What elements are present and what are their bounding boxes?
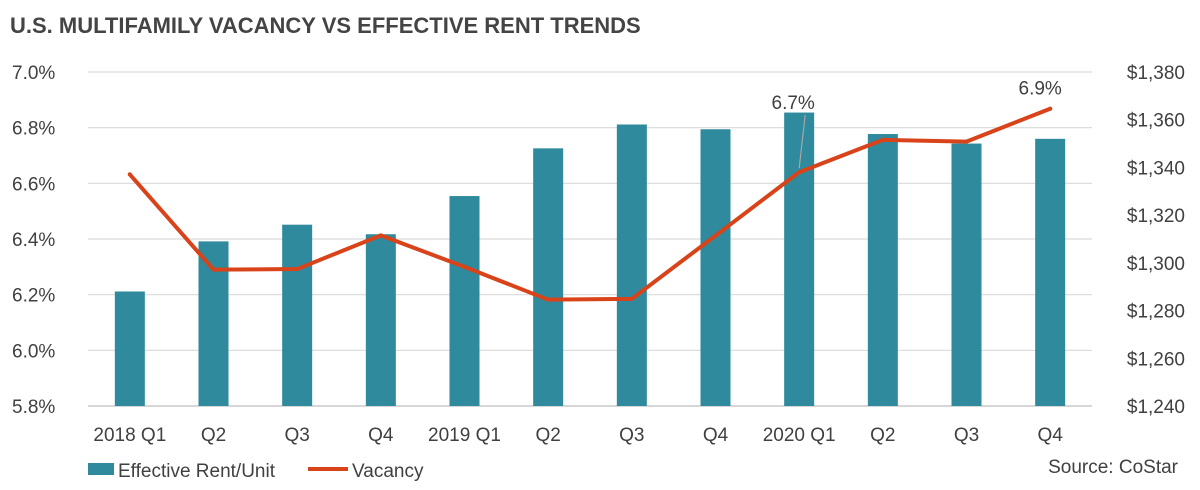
x-tick-label: 2020 Q1	[763, 425, 836, 446]
vacancy-line	[127, 106, 1053, 302]
right-tick-label: $1,380	[1127, 63, 1185, 84]
bar-effective-rent	[700, 129, 731, 406]
vacancy-point	[378, 233, 383, 238]
source-note: Source: CoStar	[1048, 457, 1179, 478]
right-tick-label: $1,340	[1127, 158, 1185, 179]
x-tick-label: Q2	[535, 425, 560, 446]
vacancy-point	[880, 137, 885, 142]
annotation-label: 6.9%	[1019, 79, 1062, 100]
bar-effective-rent	[282, 224, 313, 406]
vacancy-series-line	[127, 106, 1053, 302]
x-tick-label: 2018 Q1	[93, 425, 166, 446]
bar-effective-rent	[1035, 138, 1066, 407]
right-tick-label: $1,240	[1127, 397, 1185, 418]
left-tick-label: 7.0%	[12, 63, 55, 84]
x-tick-label: Q2	[870, 425, 895, 446]
left-tick-label: 5.8%	[12, 397, 55, 418]
chart-title: U.S. MULTIFAMILY VACANCY VS EFFECTIVE RE…	[10, 13, 641, 38]
vacancy-point	[295, 267, 300, 272]
bar-effective-rent	[449, 196, 480, 406]
vacancy-point	[546, 297, 551, 302]
gridlines	[88, 71, 1092, 407]
vacancy-point	[1048, 106, 1053, 111]
left-tick-label: 6.6%	[12, 174, 55, 195]
x-tick-label: Q4	[368, 425, 394, 446]
vacancy-point	[629, 296, 634, 301]
annotation-leader	[798, 114, 806, 169]
right-tick-label: $1,280	[1127, 302, 1185, 323]
x-tick-label: Q3	[284, 425, 309, 446]
annotations: 6.7% 6.9%	[772, 79, 1062, 169]
x-tick-label: Q4	[703, 425, 729, 446]
vacancy-point	[127, 172, 132, 177]
bar-effective-rent	[114, 291, 145, 406]
vacancy-point	[713, 233, 718, 238]
vacancy-point	[964, 139, 969, 144]
x-tick-label: Q3	[619, 425, 644, 446]
x-tick-label: 2019 Q1	[428, 425, 501, 446]
right-tick-label: $1,360	[1127, 111, 1185, 132]
vacancy-point	[211, 267, 216, 272]
legend-swatch-effective-rent	[88, 463, 114, 475]
x-tick-label: Q3	[954, 425, 979, 446]
bar-effective-rent	[365, 234, 396, 406]
annotation-label: 6.7%	[772, 93, 815, 114]
vacancy-point	[797, 170, 802, 175]
bar-effective-rent	[951, 143, 982, 407]
right-tick-label: $1,260	[1127, 349, 1185, 370]
x-tick-label: Q2	[201, 425, 226, 446]
x-tick-label: Q4	[1037, 425, 1063, 446]
bar-effective-rent	[616, 124, 647, 406]
left-tick-label: 6.8%	[12, 119, 55, 140]
right-axis-ticks: $1,240 $1,260 $1,280 $1,300 $1,320 $1,340 $1,3…	[1127, 63, 1185, 418]
left-tick-label: 6.4%	[12, 230, 55, 251]
legend-label-vacancy: Vacancy	[352, 461, 424, 482]
left-axis-ticks: 5.8% 6.0% 6.2% 6.4% 6.6% 6.8% 7.0%	[12, 63, 55, 418]
rent-bars	[114, 112, 1066, 407]
bar-effective-rent	[198, 241, 229, 406]
left-tick-label: 6.2%	[12, 286, 55, 307]
legend-label-effective-rent: Effective Rent/Unit	[118, 461, 276, 482]
vacancy-point	[462, 264, 467, 269]
legend: Effective Rent/Unit Vacancy	[88, 461, 424, 482]
bar-effective-rent	[533, 148, 564, 407]
right-tick-label: $1,300	[1127, 254, 1185, 275]
x-axis-ticks: 2018 Q1 Q2 Q3 Q4 2019 Q1 Q2 Q3 Q4 2020 Q1 Q2 Q3 Q4	[93, 425, 1063, 446]
bar-effective-rent	[867, 134, 898, 406]
left-tick-label: 6.0%	[12, 341, 55, 362]
right-tick-label: $1,320	[1127, 206, 1185, 227]
bar-effective-rent	[784, 112, 815, 407]
